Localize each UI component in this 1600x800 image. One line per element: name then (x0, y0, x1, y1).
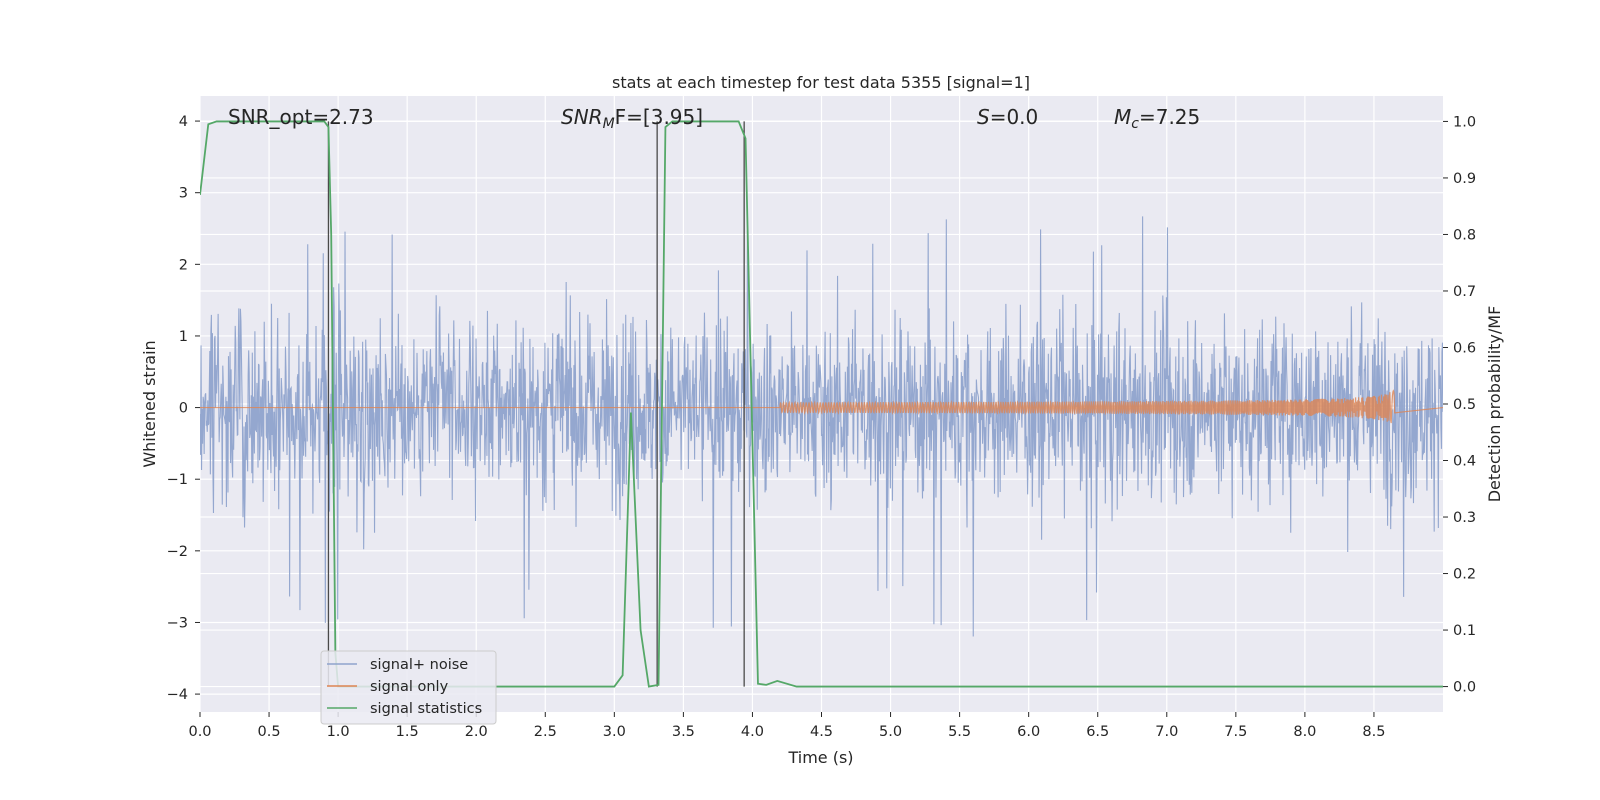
y-right-tick-label: 0.2 (1453, 567, 1476, 583)
x-tick-label: 2.5 (534, 724, 557, 740)
y-right-tick-label: 0.7 (1453, 284, 1476, 300)
y-right-tick-label: 0.3 (1453, 510, 1476, 526)
x-tick-label: 0.0 (188, 724, 211, 740)
y-left-tick-label: −3 (167, 615, 188, 631)
legend-label-signal: signal only (370, 679, 449, 695)
y-left-tick-label: 3 (179, 186, 188, 202)
x-tick-label: 4.0 (741, 724, 764, 740)
x-tick-label: 4.5 (810, 724, 833, 740)
detection-vlines (327, 121, 745, 687)
y-left-tick-label: 2 (179, 257, 188, 273)
y-right-tick-label: 0.1 (1453, 623, 1476, 639)
x-tick-label: 7.5 (1224, 724, 1247, 740)
x-tick-label: 5.5 (948, 724, 971, 740)
y-left-tick-label: −2 (167, 544, 188, 560)
y-right-tick-label: 0.6 (1453, 340, 1476, 356)
noise-line (200, 216, 1443, 637)
x-axis-ticks: 0.0 0.5 1.0 1.5 2.0 2.5 3.0 3.5 4.0 4.5 5.0 5.5 6.0 6… (188, 712, 1385, 740)
y-left-tick-label: 4 (179, 114, 188, 130)
signal-line (200, 389, 1443, 424)
y-right-tick-label: 1.0 (1453, 114, 1476, 130)
legend-box (320, 650, 497, 725)
signal-statistics-series (200, 120, 1443, 688)
x-tick-label: 6.0 (1017, 724, 1040, 740)
noise-series (200, 216, 1443, 637)
y-right-tick-label: 0.8 (1453, 227, 1476, 243)
annotation-snr-mf: SNRMF=[3.95] (561, 105, 703, 132)
x-axis-label: Time (s) (787, 748, 853, 767)
annotation-snr-mf-var: SNR (561, 105, 603, 129)
x-tick-label: 8.5 (1362, 724, 1385, 740)
y-left-tick-label: 1 (179, 329, 188, 345)
x-tick-label: 1.0 (327, 724, 350, 740)
x-tick-label: 1.5 (396, 724, 419, 740)
chart-title: stats at each timestep for test data 535… (612, 73, 1030, 92)
stats-line (200, 120, 1443, 688)
x-tick-label: 0.5 (258, 724, 281, 740)
x-tick-label: 7.0 (1155, 724, 1178, 740)
legend-label-stats: signal statistics (370, 701, 482, 717)
y-right-axis-ticks: 0.0 0.1 0.2 0.3 0.4 0.5 0.6 0.7 0.8 0.9 1.0 (1443, 114, 1476, 696)
annotation-s-var: S (977, 105, 990, 129)
y-right-tick-label: 0.0 (1453, 680, 1476, 696)
legend: signal+ noise signal only signal statist… (320, 650, 497, 725)
y-left-tick-label: −4 (167, 687, 188, 703)
annotation-snr-mf-sub: M (603, 116, 615, 132)
annotation-mc-var: M (1114, 105, 1131, 129)
legend-label-noise: signal+ noise (370, 657, 468, 673)
y-right-tick-label: 0.4 (1453, 454, 1476, 470)
annotation-mc-sub: c (1131, 116, 1139, 132)
annotation-snr-opt: SNR_opt=2.73 (228, 105, 374, 129)
signal-only-series (200, 389, 1443, 424)
y-left-axis-ticks: −4 −3 −2 −1 0 1 2 3 4 (167, 114, 200, 703)
y-left-axis-label: Whitened strain (140, 340, 159, 467)
annotation-s: S=0.0 (977, 105, 1038, 129)
annotation-mc: Mc=7.25 (1114, 105, 1200, 132)
annotation-snr-mf-rest: F=[3.95] (615, 105, 703, 129)
annotation-mc-rest: =7.25 (1139, 105, 1200, 129)
x-tick-label: 6.5 (1086, 724, 1109, 740)
x-tick-label: 3.0 (603, 724, 626, 740)
x-tick-label: 5.0 (879, 724, 902, 740)
y-left-tick-label: 0 (179, 401, 188, 417)
x-tick-label: 8.0 (1293, 724, 1316, 740)
annotation-s-rest: =0.0 (990, 105, 1039, 129)
x-tick-label: 2.0 (465, 724, 488, 740)
x-tick-label: 3.5 (672, 724, 695, 740)
y-right-tick-label: 0.5 (1453, 397, 1476, 413)
y-right-axis-label: Detection probability/MF (1485, 306, 1504, 503)
y-right-tick-label: 0.9 (1453, 171, 1476, 187)
y-left-tick-label: −1 (167, 472, 188, 488)
